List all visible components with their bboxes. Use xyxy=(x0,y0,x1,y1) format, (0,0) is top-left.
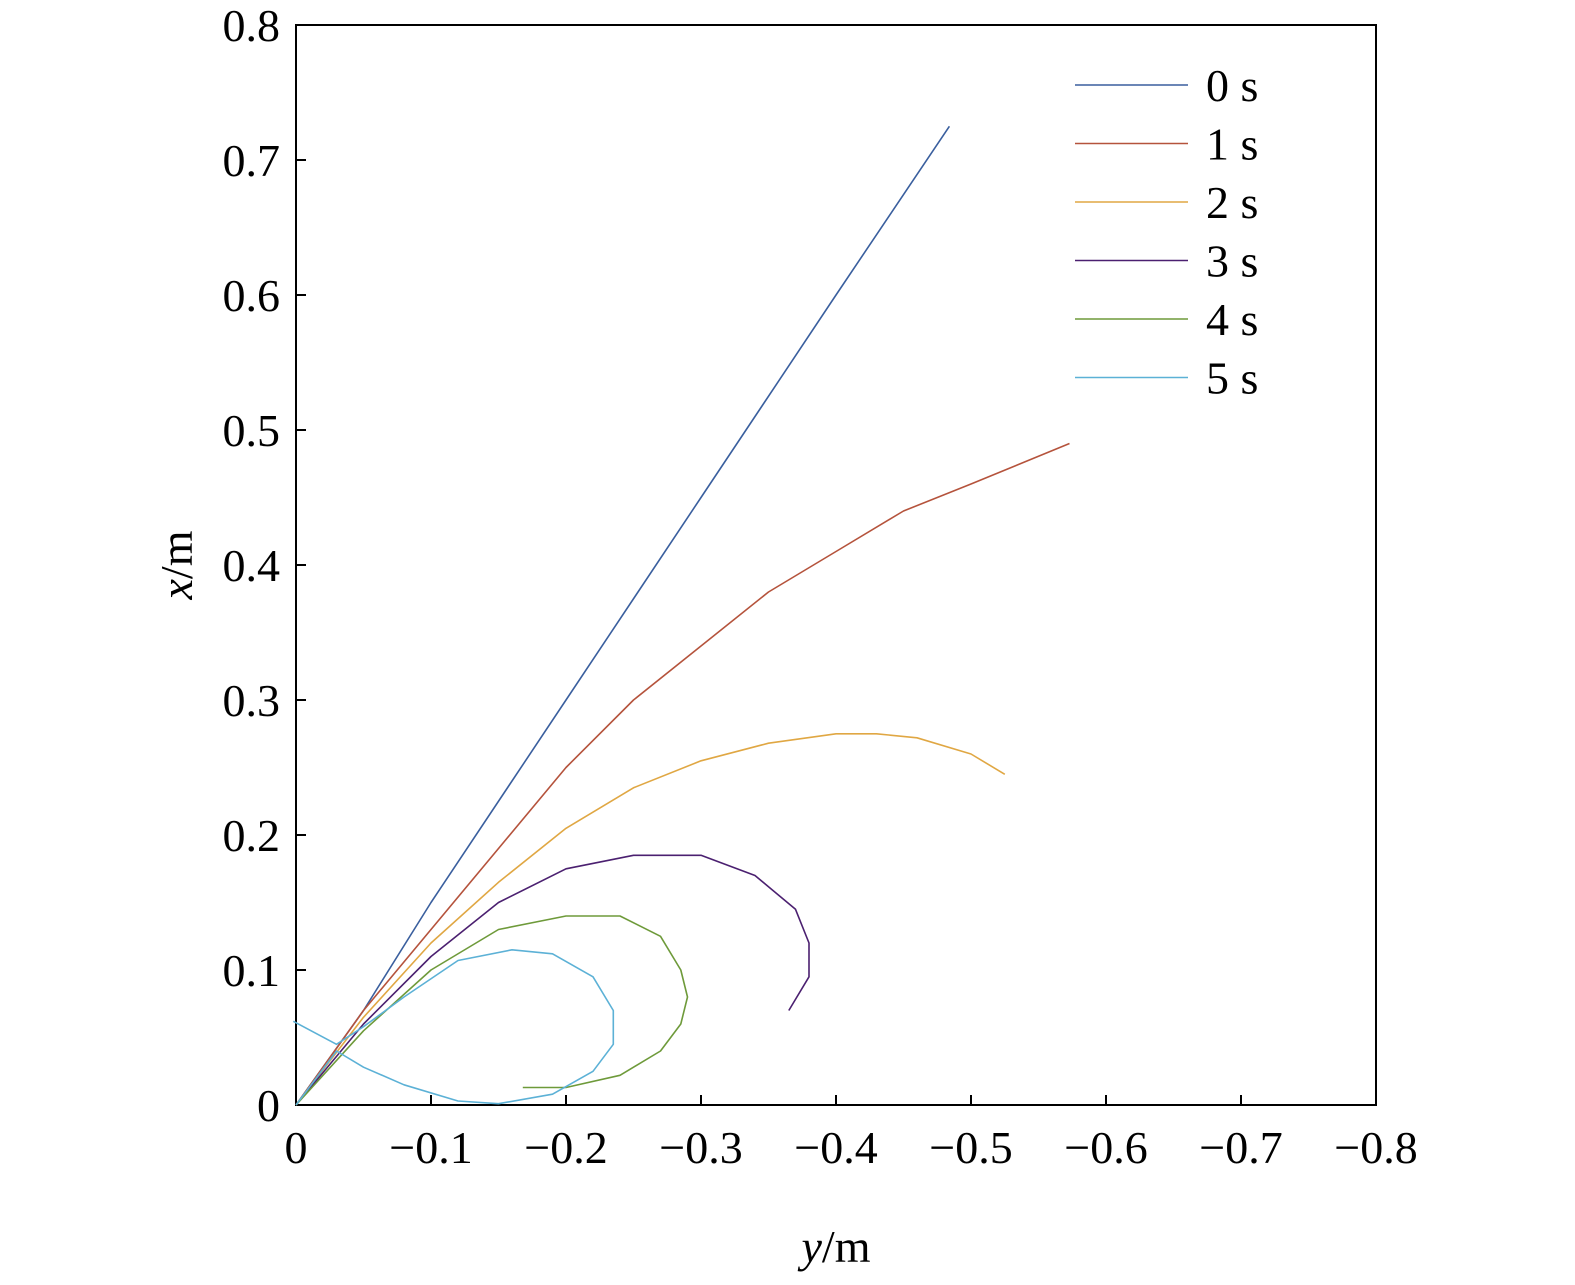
series-line-5s xyxy=(292,949,615,1106)
series-line-0s xyxy=(295,125,951,1106)
x-axis: 0 −0.1 −0.2 −0.3 −0.4 −0.5 −0.6 −0.7 −0.8 xyxy=(285,1095,1418,1173)
x-axis-title-var: y xyxy=(798,1221,823,1272)
x-tick-label: −0.5 xyxy=(929,1122,1012,1173)
legend-label: 0 s xyxy=(1206,60,1258,111)
y-tick-label: 0.6 xyxy=(223,270,281,321)
x-tick-label: −0.8 xyxy=(1334,1122,1417,1173)
x-tick-label: −0.1 xyxy=(389,1122,472,1173)
legend-label: 5 s xyxy=(1206,353,1258,404)
legend: 0 s 1 s 2 s 3 s 4 s 5 s xyxy=(1075,60,1258,404)
series-line-4s xyxy=(295,915,689,1106)
y-axis-title: x/m xyxy=(151,530,202,600)
legend-label: 3 s xyxy=(1206,236,1258,287)
y-tick-label: 0.1 xyxy=(223,945,281,996)
series-line-1s xyxy=(295,442,1070,1106)
y-tick-label: 0.4 xyxy=(223,540,281,591)
x-tick-label: −0.3 xyxy=(659,1122,742,1173)
x-tick-label: 0 xyxy=(285,1122,308,1173)
series-line-3s xyxy=(295,854,810,1106)
y-tick-label: 0.3 xyxy=(223,675,281,726)
y-axis: 0 0.1 0.2 0.3 0.4 0.5 0.6 0.7 0.8 xyxy=(223,0,306,1131)
series-group xyxy=(292,125,1070,1106)
y-tick-label: 0.2 xyxy=(223,810,281,861)
legend-label: 4 s xyxy=(1206,294,1258,345)
x-tick-label: −0.2 xyxy=(524,1122,607,1173)
y-tick-label: 0.7 xyxy=(223,135,281,186)
y-axis-title-unit: /m xyxy=(151,530,202,579)
x-tick-label: −0.6 xyxy=(1064,1122,1147,1173)
x-axis-title-unit: /m xyxy=(822,1221,871,1272)
legend-label: 1 s xyxy=(1206,119,1258,170)
x-tick-label: −0.4 xyxy=(794,1122,877,1173)
legend-label: 2 s xyxy=(1206,177,1258,228)
x-tick-label: −0.7 xyxy=(1199,1122,1282,1173)
y-tick-label: 0 xyxy=(257,1080,280,1131)
y-tick-label: 0.8 xyxy=(223,0,281,51)
y-tick-label: 0.5 xyxy=(223,405,281,456)
y-axis-title-var: x xyxy=(151,578,202,600)
series-line-2s xyxy=(295,733,1006,1106)
x-axis-title: y/m xyxy=(798,1221,871,1272)
